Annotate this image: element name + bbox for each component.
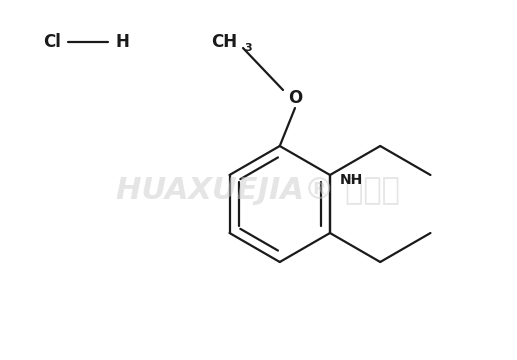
Text: O: O	[288, 89, 302, 107]
Text: H: H	[115, 33, 129, 51]
Text: 3: 3	[244, 43, 252, 53]
Text: HUAXUEJIA® 化学加: HUAXUEJIA® 化学加	[116, 176, 400, 204]
Text: CH: CH	[211, 33, 237, 51]
Text: Cl: Cl	[43, 33, 61, 51]
Text: NH: NH	[340, 173, 363, 187]
